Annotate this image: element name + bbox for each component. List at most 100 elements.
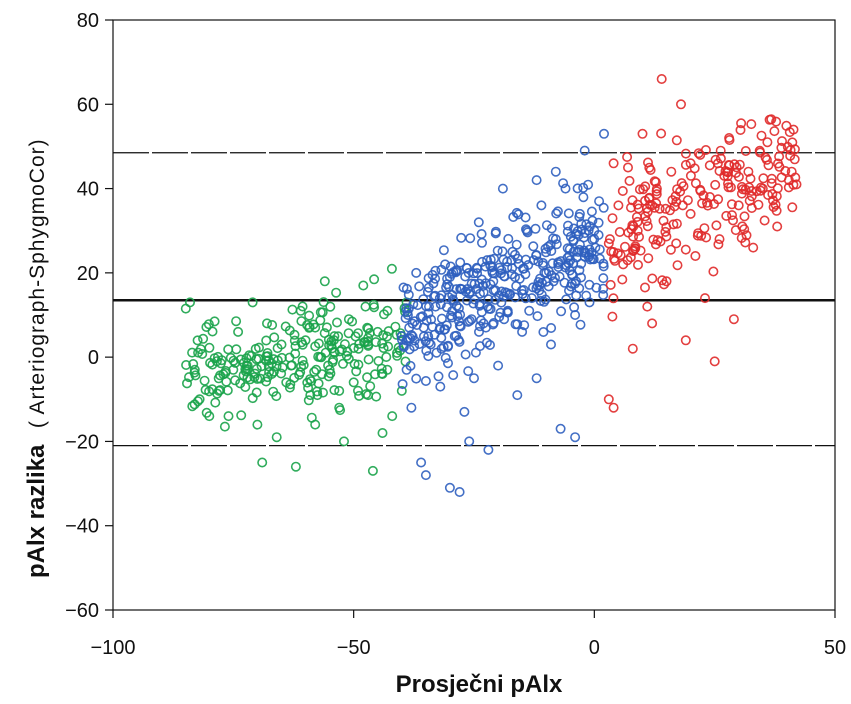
point-s1 bbox=[520, 212, 531, 223]
point-s2 bbox=[766, 178, 777, 189]
point-s2 bbox=[680, 148, 691, 159]
point-s2 bbox=[756, 130, 767, 141]
point-s2 bbox=[781, 120, 792, 131]
point-s1-14 bbox=[464, 288, 475, 299]
point-s1-13 bbox=[459, 406, 470, 417]
point-s1-7 bbox=[430, 301, 441, 312]
point-s2 bbox=[727, 215, 738, 226]
point-s0-40 bbox=[396, 385, 407, 396]
point-s1 bbox=[423, 282, 434, 293]
point-s1 bbox=[403, 289, 414, 300]
point-s2 bbox=[628, 245, 639, 256]
point-s2 bbox=[608, 293, 619, 304]
point-s2-6 bbox=[622, 162, 633, 173]
point-s0 bbox=[225, 352, 236, 363]
y-tick-label: 60 bbox=[77, 94, 99, 116]
point-s2 bbox=[690, 178, 701, 189]
point-s2 bbox=[651, 189, 662, 200]
point-s1 bbox=[578, 245, 589, 256]
point-s1 bbox=[443, 340, 454, 351]
point-s2-26 bbox=[719, 170, 730, 181]
point-s0 bbox=[269, 332, 280, 343]
point-s1 bbox=[404, 344, 415, 355]
point-s1 bbox=[553, 261, 564, 272]
point-s2 bbox=[644, 162, 655, 173]
point-s2 bbox=[649, 202, 660, 213]
point-s0 bbox=[315, 307, 326, 318]
point-s2 bbox=[677, 200, 688, 211]
point-s1 bbox=[566, 278, 577, 289]
point-s2 bbox=[789, 144, 800, 155]
point-s2 bbox=[633, 231, 644, 242]
point-s0 bbox=[192, 396, 203, 407]
point-s1 bbox=[545, 239, 556, 250]
point-s0-29 bbox=[343, 314, 354, 325]
point-s1-23 bbox=[507, 246, 518, 257]
point-s2 bbox=[605, 279, 616, 290]
point-s1 bbox=[483, 294, 494, 305]
point-s0 bbox=[297, 355, 308, 366]
point-s0 bbox=[251, 387, 262, 398]
point-s1 bbox=[594, 244, 605, 255]
point-s2 bbox=[624, 175, 635, 186]
point-s0-42 bbox=[310, 322, 321, 333]
point-s1 bbox=[494, 311, 505, 322]
point-s2-11 bbox=[647, 200, 658, 211]
point-s0-13 bbox=[266, 368, 277, 379]
point-s1 bbox=[474, 300, 485, 311]
point-s0-27 bbox=[334, 402, 345, 413]
y-tick-label: −60 bbox=[65, 600, 99, 622]
y-tick-label: 40 bbox=[77, 179, 99, 201]
point-s0 bbox=[333, 331, 344, 342]
point-s2 bbox=[776, 136, 787, 147]
point-s1 bbox=[403, 303, 414, 314]
point-s0-22 bbox=[310, 419, 321, 430]
point-s1 bbox=[436, 313, 447, 324]
point-s1 bbox=[463, 316, 474, 327]
point-s2-21 bbox=[695, 149, 706, 160]
point-s1-44 bbox=[464, 436, 475, 447]
point-s0 bbox=[231, 344, 242, 355]
point-s0-8 bbox=[242, 360, 253, 371]
point-s1 bbox=[454, 320, 465, 331]
point-s1 bbox=[549, 272, 560, 283]
point-s1 bbox=[423, 351, 434, 362]
point-s1 bbox=[460, 349, 471, 360]
y-tick-label: 80 bbox=[77, 10, 99, 32]
point-s2 bbox=[708, 266, 719, 277]
point-s1 bbox=[478, 287, 489, 298]
point-s1 bbox=[476, 229, 487, 240]
point-s0 bbox=[348, 342, 359, 353]
point-s0 bbox=[296, 361, 307, 372]
point-s1 bbox=[579, 251, 590, 262]
point-s1 bbox=[435, 322, 446, 333]
point-s2 bbox=[774, 151, 785, 162]
point-s2-5 bbox=[618, 259, 629, 270]
point-s2 bbox=[639, 282, 650, 293]
point-s2-8 bbox=[632, 225, 643, 236]
point-s0 bbox=[244, 350, 255, 361]
point-s2-24 bbox=[709, 356, 720, 367]
x-tick-label: 0 bbox=[589, 637, 600, 659]
point-s1 bbox=[520, 254, 531, 265]
point-s1-29 bbox=[536, 200, 547, 211]
point-s1 bbox=[489, 253, 500, 264]
point-s0 bbox=[251, 363, 262, 374]
point-s0 bbox=[261, 335, 272, 346]
point-s1 bbox=[473, 326, 484, 337]
point-s0-5 bbox=[223, 411, 234, 422]
point-s2 bbox=[630, 243, 641, 254]
point-s1 bbox=[434, 293, 445, 304]
point-s0-19 bbox=[295, 305, 306, 316]
point-s1-37 bbox=[574, 208, 585, 219]
point-s2-10 bbox=[642, 301, 653, 312]
y-axis-label-main: pAlx razlika bbox=[23, 444, 50, 578]
point-s1-38 bbox=[579, 145, 590, 156]
point-s1 bbox=[508, 212, 519, 223]
point-s1 bbox=[534, 285, 545, 296]
point-s2 bbox=[763, 190, 774, 201]
point-s1 bbox=[578, 182, 589, 193]
point-s0-4 bbox=[213, 385, 224, 396]
point-s2-22 bbox=[699, 293, 710, 304]
point-s1 bbox=[465, 233, 476, 244]
